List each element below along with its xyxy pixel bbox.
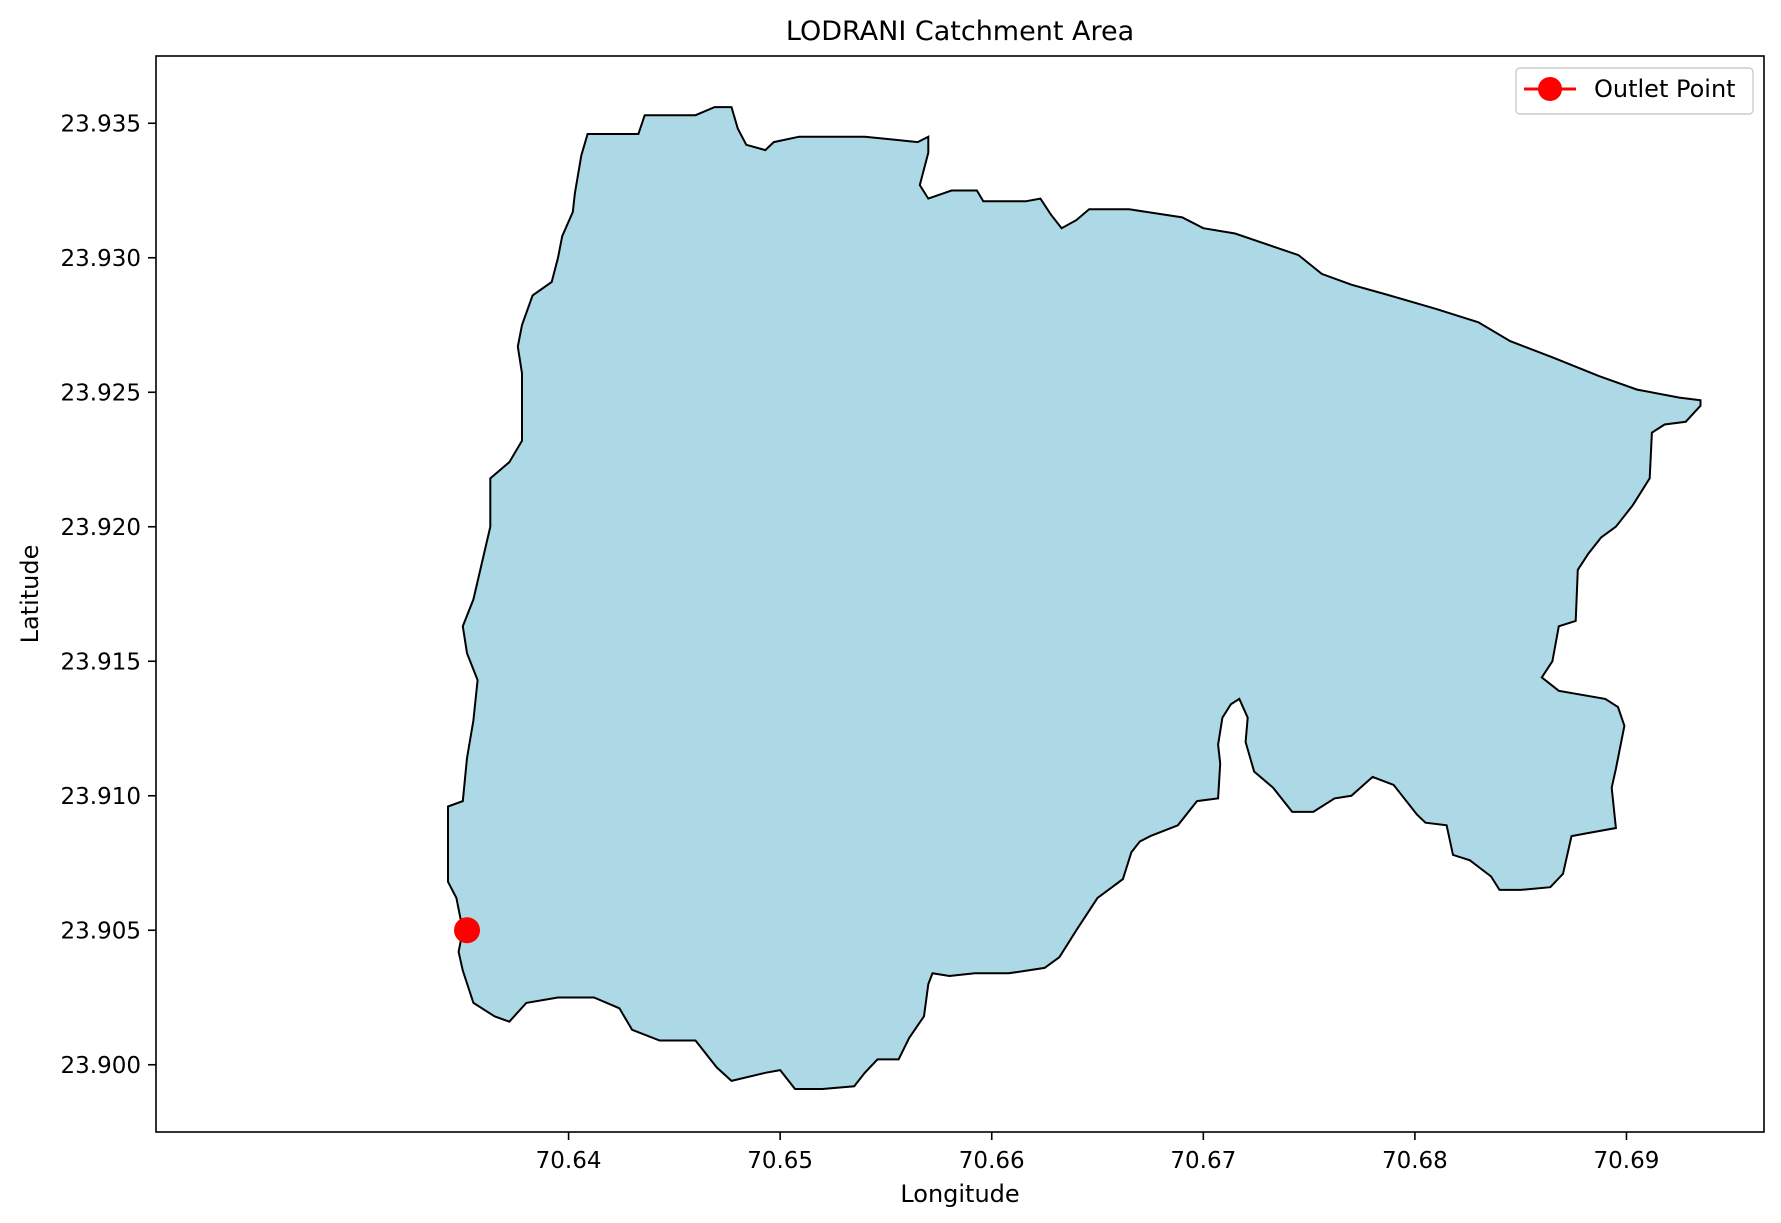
x-axis-label: Longitude: [900, 1180, 1019, 1208]
chart-title: LODRANI Catchment Area: [786, 16, 1134, 47]
x-axis: 70.64 70.65 70.66 70.67 70.68 70.69: [536, 1132, 1660, 1174]
y-tick-label: 23.930: [61, 246, 141, 272]
catchment-polygon: [447, 106, 1702, 1090]
legend: Outlet Point: [1515, 67, 1754, 115]
x-tick-label: 70.67: [1170, 1148, 1236, 1174]
y-tick-label: 23.935: [61, 111, 141, 137]
y-tick-label: 23.925: [61, 380, 141, 406]
x-tick-label: 70.66: [959, 1148, 1025, 1174]
y-axis-label: Latitude: [16, 545, 44, 644]
x-tick-label: 70.65: [747, 1148, 813, 1174]
plot-area: [155, 55, 1765, 1133]
y-tick-label: 23.900: [61, 1053, 141, 1079]
legend-marker: [1538, 77, 1562, 101]
plot-frame: [155, 55, 1765, 1133]
y-tick-label: 23.915: [61, 649, 141, 675]
x-tick-label: 70.69: [1594, 1148, 1660, 1174]
outlet-point-marker: [454, 917, 481, 944]
y-tick-label: 23.910: [61, 784, 141, 810]
legend-box: [1515, 67, 1754, 115]
x-tick-label: 70.68: [1382, 1148, 1448, 1174]
y-tick-label: 23.920: [61, 515, 141, 541]
y-tick-label: 23.905: [61, 918, 141, 944]
x-tick-label: 70.64: [536, 1148, 602, 1174]
y-axis: 23.900 23.905 23.910 23.915 23.920 23.925 23.9…: [61, 111, 156, 1079]
legend-label-outlet-point: Outlet Point: [1594, 75, 1736, 103]
